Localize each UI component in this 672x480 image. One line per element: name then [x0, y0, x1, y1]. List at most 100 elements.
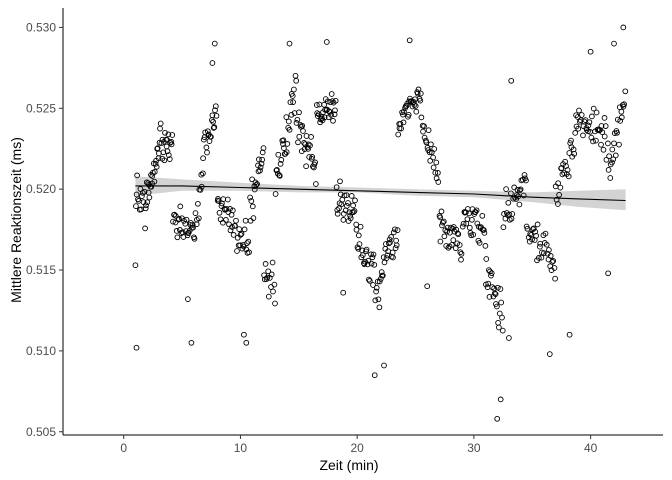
data-point: [234, 234, 241, 241]
data-point: [345, 200, 351, 206]
data-point: [146, 194, 153, 201]
data-point: [413, 108, 420, 115]
data-point: [516, 187, 523, 194]
data-point: [295, 139, 301, 146]
data-point: [171, 211, 178, 218]
data-point: [356, 241, 363, 247]
data-point: [605, 140, 611, 147]
data-point: [337, 178, 343, 185]
data-point: [444, 228, 450, 235]
data-point: [372, 297, 379, 304]
data-point: [586, 119, 593, 126]
data-point: [392, 226, 398, 233]
data-point: [234, 248, 240, 254]
data-point: [243, 339, 250, 346]
data-point: [323, 39, 330, 45]
data-point: [176, 215, 182, 222]
data-point: [275, 151, 282, 158]
data-point: [602, 123, 609, 129]
data-point: [259, 156, 265, 163]
data-point: [229, 224, 235, 230]
data-point: [532, 228, 538, 235]
y-tick-label: 0.515: [26, 263, 56, 277]
data-point: [491, 290, 498, 297]
data-point: [353, 221, 360, 228]
data-point: [271, 281, 278, 288]
data-point: [293, 77, 300, 84]
data-point: [513, 192, 520, 198]
data-point: [366, 276, 372, 283]
data-point: [300, 128, 306, 134]
data-point: [455, 231, 462, 238]
data-point: [313, 181, 319, 187]
data-point: [587, 48, 594, 55]
data-point: [454, 230, 461, 237]
data-point: [223, 217, 229, 223]
data-point: [435, 169, 441, 176]
data-point: [264, 274, 271, 281]
data-point: [412, 103, 419, 109]
data-point: [303, 163, 309, 170]
data-point: [580, 132, 586, 139]
data-point: [605, 167, 612, 173]
data-point: [265, 268, 272, 275]
data-point: [165, 152, 172, 158]
data-point: [272, 191, 279, 197]
data-point: [265, 293, 272, 300]
data-point: [418, 114, 425, 121]
data-point: [249, 203, 256, 210]
data-point: [590, 105, 597, 112]
data-point: [523, 177, 529, 184]
x-tick-label: 40: [584, 441, 598, 455]
data-points-layer: [132, 24, 629, 422]
data-point: [142, 225, 148, 232]
data-point: [135, 198, 142, 204]
data-point: [598, 141, 604, 148]
data-point: [541, 250, 547, 256]
data-point: [555, 180, 561, 187]
data-point: [350, 202, 356, 209]
data-point: [458, 256, 464, 263]
data-point: [457, 249, 464, 256]
data-point: [286, 40, 293, 47]
data-point: [370, 251, 377, 258]
data-point: [394, 227, 401, 233]
data-point: [476, 240, 483, 246]
data-point: [566, 331, 573, 338]
data-point: [533, 232, 539, 239]
x-tick-label: 30: [467, 441, 481, 455]
data-point: [486, 267, 492, 273]
data-point: [337, 191, 344, 198]
data-point: [321, 101, 327, 108]
data-point: [217, 216, 224, 223]
data-point: [494, 415, 501, 422]
data-point: [286, 126, 293, 133]
data-point: [401, 108, 407, 115]
data-point: [622, 88, 629, 95]
data-point: [470, 231, 477, 238]
data-point: [133, 203, 139, 209]
data-point: [552, 275, 558, 282]
data-point: [483, 256, 490, 262]
data-point: [578, 112, 585, 118]
data-point: [260, 145, 267, 151]
data-point: [505, 199, 512, 206]
data-point: [621, 101, 627, 108]
data-point: [535, 255, 542, 261]
data-point: [616, 141, 622, 148]
data-point: [226, 221, 232, 228]
data-point: [499, 327, 506, 334]
data-point: [134, 172, 140, 179]
data-point: [424, 283, 431, 290]
data-point: [458, 250, 465, 257]
data-point: [200, 136, 207, 143]
data-point: [371, 261, 378, 268]
data-point: [284, 141, 291, 147]
data-point: [485, 280, 492, 287]
data-point: [564, 167, 571, 173]
data-point: [368, 260, 375, 267]
data-point: [546, 247, 552, 253]
data-point: [431, 146, 438, 152]
data-point: [313, 102, 320, 108]
